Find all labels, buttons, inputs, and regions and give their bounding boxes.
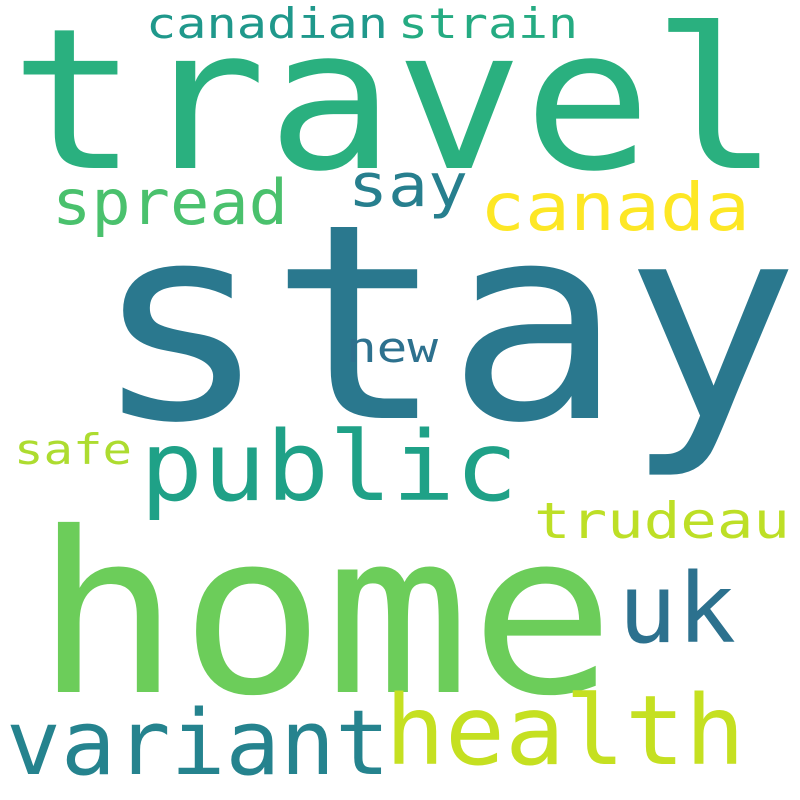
word-canada: canada <box>480 169 750 246</box>
word-canadian: canadian <box>146 0 388 48</box>
word-spread: spread <box>52 166 288 239</box>
word-uk: uk <box>618 553 736 665</box>
word-variant: variant <box>6 691 390 796</box>
word-strain: strain <box>398 0 578 48</box>
word-say: say <box>348 151 468 221</box>
word-travel: travel <box>10 0 780 215</box>
word-safe: safe <box>14 425 132 474</box>
word-trudeau: trudeau <box>534 492 790 550</box>
word-public: public <box>140 411 518 523</box>
word-home: home <box>35 484 615 745</box>
word-health: health <box>385 675 745 787</box>
word-stay: stay <box>92 167 800 483</box>
word-new: new <box>346 323 439 372</box>
